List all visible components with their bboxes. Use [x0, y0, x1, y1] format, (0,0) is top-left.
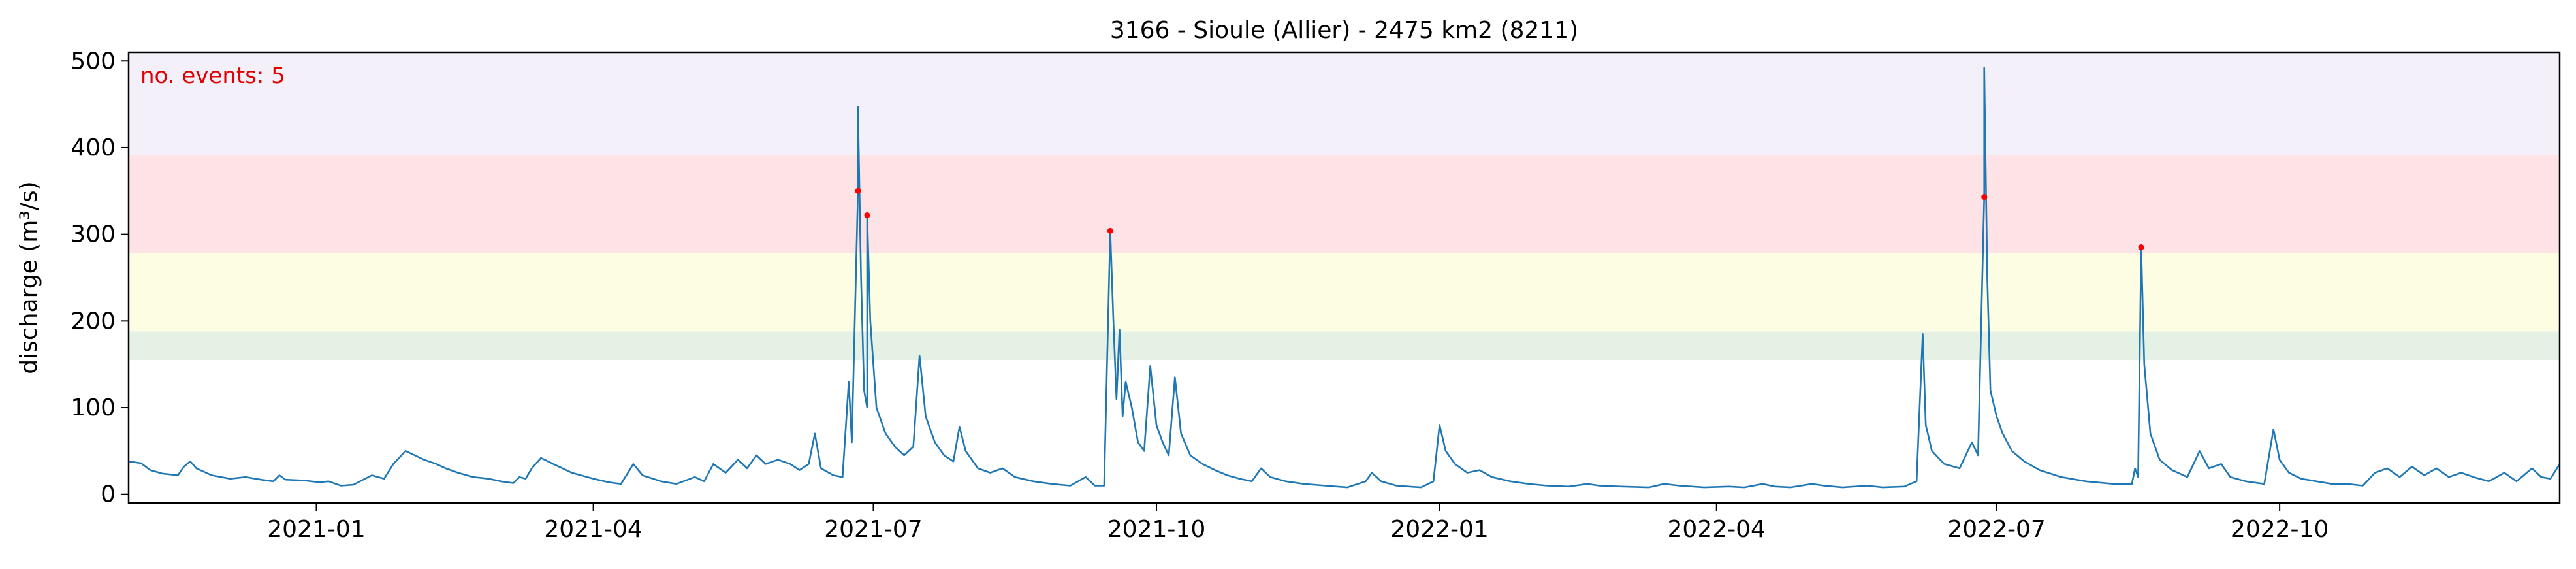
threshold-band-3 — [129, 155, 2560, 253]
event-marker-2 — [864, 212, 870, 218]
x-tick-label: 2022-07 — [1947, 516, 2045, 543]
event-markers — [855, 187, 2144, 251]
x-axis-ticks: 2021-01 2021-04 2021-07 2021-10 2022-01 2022-… — [267, 503, 2329, 543]
chart-title: 3166 - Sioule (Allier) - 2475 km2 (8211) — [1110, 17, 1578, 44]
event-count-annotation: no. events: 5 — [140, 63, 285, 89]
threshold-bands — [129, 52, 2560, 361]
y-axis-label: discharge (m³/s) — [16, 181, 42, 374]
threshold-band-2 — [129, 253, 2560, 332]
x-tick-label: 2022-01 — [1390, 516, 1488, 543]
event-marker-1 — [855, 187, 861, 194]
series-lines — [128, 67, 2561, 489]
x-tick-label: 2022-04 — [1668, 516, 1766, 543]
threshold-band-4 — [129, 52, 2560, 155]
event-marker-3 — [1107, 227, 1113, 234]
plot-frame — [127, 51, 2561, 504]
y-axis-ticks: 0 100 200 300 400 500 — [71, 48, 129, 508]
x-tick-label: 2021-10 — [1107, 516, 1205, 543]
x-tick-label: 2021-04 — [544, 516, 642, 543]
y-tick-label: 500 — [71, 48, 116, 74]
event-marker-5 — [2138, 244, 2144, 251]
x-tick-label: 2022-10 — [2231, 516, 2329, 543]
y-tick-label: 0 — [101, 481, 116, 508]
y-tick-label: 400 — [71, 135, 116, 161]
y-tick-label: 200 — [71, 308, 116, 334]
threshold-band-1 — [129, 331, 2560, 361]
x-tick-label: 2021-07 — [824, 516, 922, 543]
event-marker-4 — [1981, 194, 1988, 201]
y-tick-label: 300 — [71, 221, 116, 248]
x-tick-label: 2021-01 — [267, 516, 365, 543]
y-tick-label: 100 — [71, 395, 116, 421]
discharge-series-line-1 — [128, 67, 2561, 489]
